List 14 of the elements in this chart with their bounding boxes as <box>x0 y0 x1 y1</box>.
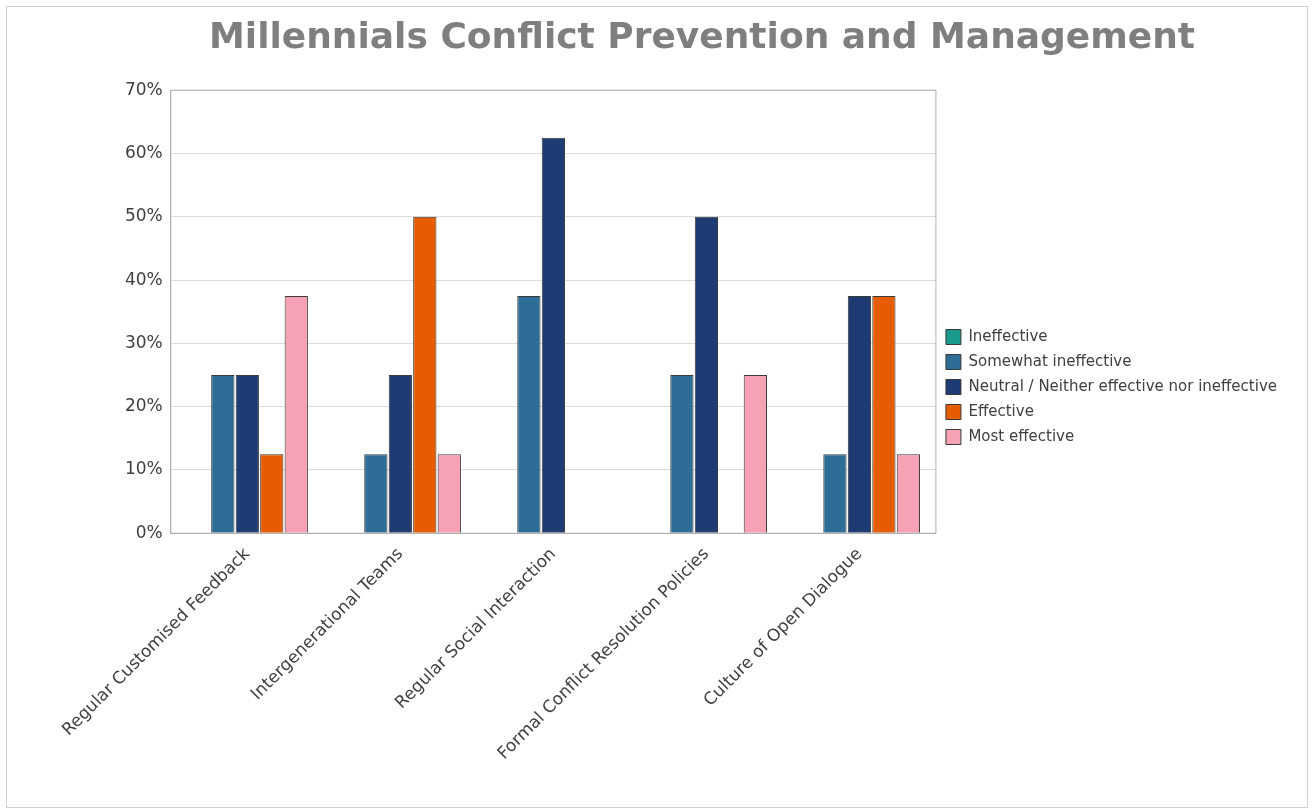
chart-title: Millennials Conflict Prevention and Management <box>208 14 1196 56</box>
y-tick-label: 50% <box>124 205 163 226</box>
legend-label: Most effective <box>968 426 1075 445</box>
y-tick-label: 0% <box>135 521 163 542</box>
legend-label: Ineffective <box>968 326 1048 345</box>
y-tick-label: 70% <box>124 78 163 99</box>
y-tick-label: 20% <box>124 395 163 416</box>
y-tick-label: 40% <box>124 268 163 289</box>
y-tick-label: 30% <box>124 331 163 352</box>
legend-label: Effective <box>968 401 1034 420</box>
y-tick-label: 60% <box>124 141 163 162</box>
legend-label: Somewhat ineffective <box>968 351 1132 370</box>
legend-label: Neutral / Neither effective nor ineffective <box>968 376 1278 395</box>
y-tick-label: 10% <box>124 458 163 479</box>
